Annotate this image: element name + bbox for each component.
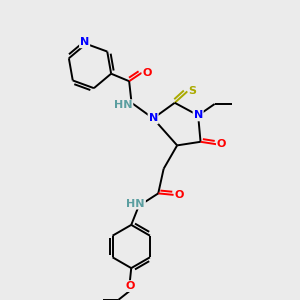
Text: O: O [217, 139, 226, 149]
Text: N: N [80, 37, 89, 47]
Text: HN: HN [114, 100, 132, 110]
Text: S: S [189, 86, 197, 96]
Text: HN: HN [127, 199, 145, 208]
Text: N: N [194, 110, 203, 120]
Text: N: N [148, 113, 158, 123]
Text: O: O [125, 281, 134, 291]
Text: O: O [175, 190, 184, 200]
Text: O: O [142, 68, 152, 78]
